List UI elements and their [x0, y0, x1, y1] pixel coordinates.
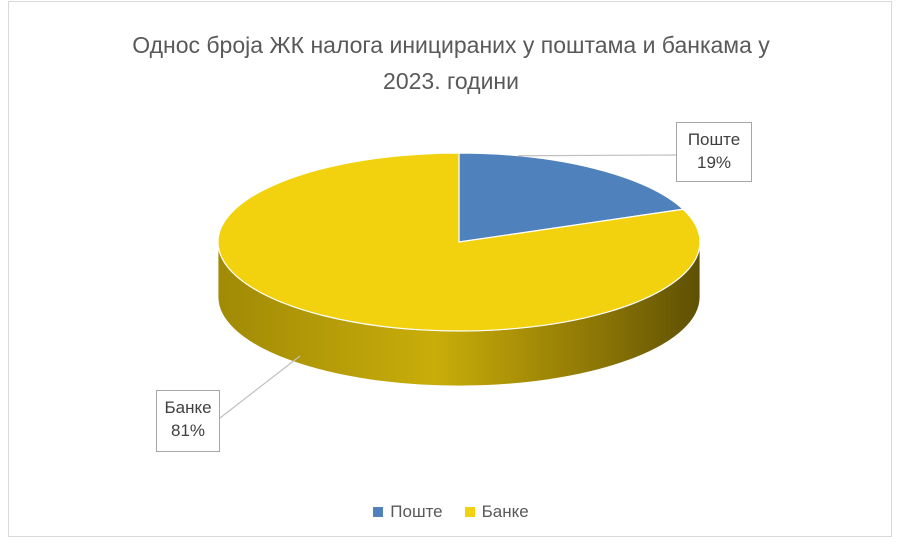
- legend-swatch-poshte: [373, 507, 384, 517]
- pie-slice-banke: [217, 152, 701, 332]
- leader-lines: [219, 154, 677, 419]
- chart-title: Однос броја ЖК налога иницираних у пошта…: [0, 27, 902, 99]
- data-label-banke-value: 81%: [170, 421, 206, 440]
- chart-title-line-2: 2023. години: [383, 68, 519, 94]
- pie-top-face: [217, 152, 701, 332]
- chart-legend: Поште Банке: [0, 502, 902, 522]
- chart-title-line-1: Однос броја ЖК налога иницираних у пошта…: [132, 32, 770, 58]
- leader-line-banke: [219, 355, 301, 419]
- data-label-banke-name: Банке: [164, 398, 212, 417]
- data-label-poshte: Поште 19%: [676, 122, 752, 182]
- legend-item-banke: Банке: [464, 502, 529, 522]
- leader-line-poshte: [518, 154, 677, 157]
- legend-item-poshte: Поште: [373, 502, 443, 522]
- data-label-banke: Банке 81%: [156, 390, 220, 452]
- legend-swatch-banke: [464, 507, 475, 517]
- legend-label-poshte: Поште: [390, 502, 443, 521]
- data-label-poshte-name: Поште: [687, 130, 741, 149]
- legend-label-banke: Банке: [481, 502, 529, 521]
- data-label-poshte-value: 19%: [696, 153, 732, 172]
- pie-slice-poshte: [458, 152, 685, 243]
